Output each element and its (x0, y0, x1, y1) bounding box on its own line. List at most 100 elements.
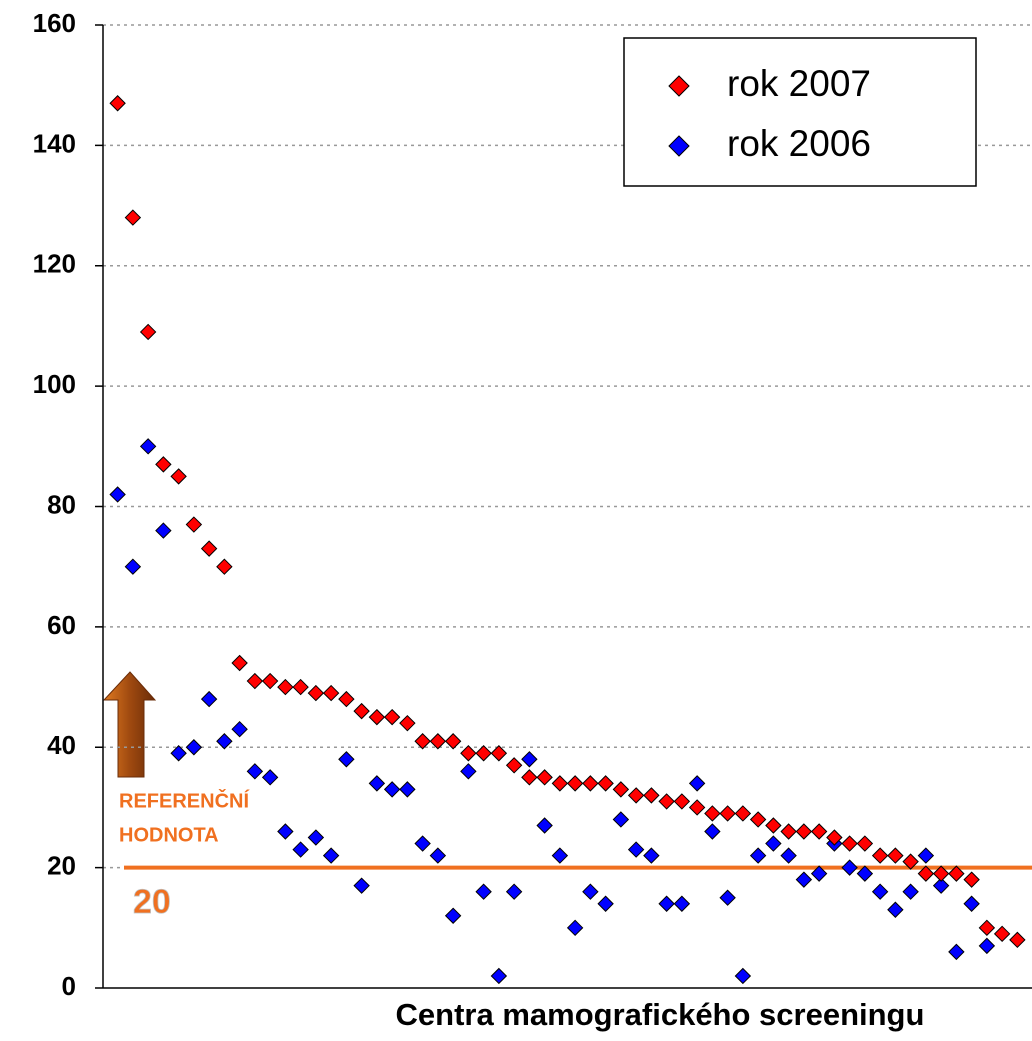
point (353, 702, 370, 720)
legend-label: rok 2006 (727, 123, 871, 164)
point (856, 835, 874, 852)
point (475, 883, 492, 900)
y-tick-label: 0 (62, 971, 76, 1001)
point (505, 883, 523, 900)
point (658, 895, 675, 912)
y-tick-label: 140 (33, 128, 76, 158)
point (612, 781, 630, 798)
point (719, 805, 736, 822)
point (963, 871, 980, 888)
point (399, 781, 416, 798)
point (643, 847, 660, 864)
point (170, 468, 187, 485)
reference-text: HODNOTA (119, 824, 219, 846)
point (551, 775, 569, 792)
point (414, 733, 431, 750)
point (353, 877, 370, 894)
point (200, 690, 218, 708)
point (1009, 931, 1026, 949)
point (444, 733, 462, 750)
point (597, 895, 614, 912)
x-axis-label: Centra mamografického screeningu (396, 997, 925, 1032)
legend-box (623, 37, 977, 187)
point (795, 823, 813, 840)
point (948, 865, 965, 882)
point (338, 690, 355, 708)
point (246, 763, 264, 780)
point (307, 829, 325, 846)
point (505, 757, 523, 774)
point (566, 775, 584, 792)
point (627, 787, 645, 804)
point (704, 823, 721, 840)
point (978, 937, 996, 955)
point (871, 847, 889, 864)
point (216, 733, 233, 750)
point (932, 877, 950, 894)
point (399, 714, 416, 732)
point (200, 540, 218, 557)
point (719, 889, 736, 906)
point (597, 775, 614, 792)
point (124, 209, 142, 226)
point (109, 95, 126, 112)
point (795, 871, 813, 888)
point (734, 805, 752, 822)
legend-label: rok 2007 (727, 63, 871, 104)
point (734, 967, 752, 985)
point (841, 835, 858, 852)
point (841, 859, 858, 876)
point (292, 841, 309, 858)
point (139, 438, 157, 455)
point (887, 901, 904, 918)
point (917, 847, 935, 864)
point (658, 793, 675, 810)
point (490, 967, 508, 985)
point (582, 883, 599, 900)
point (780, 847, 797, 864)
point (292, 678, 309, 696)
point (673, 895, 691, 912)
point (368, 708, 386, 726)
point (277, 823, 294, 840)
point (780, 823, 797, 840)
point (963, 895, 980, 912)
y-tick-label: 40 (47, 730, 76, 760)
point (429, 733, 447, 750)
point (322, 847, 340, 864)
point (521, 769, 538, 786)
point (261, 769, 279, 786)
point (246, 672, 264, 690)
point (139, 323, 157, 341)
point (429, 847, 447, 864)
point (749, 847, 767, 864)
point (536, 817, 553, 834)
y-tick-label: 120 (33, 249, 76, 279)
point (368, 775, 386, 792)
point (170, 745, 187, 762)
point (765, 835, 782, 852)
point (673, 793, 691, 810)
point (521, 751, 538, 768)
point (277, 678, 294, 696)
point (444, 907, 462, 924)
point (582, 775, 599, 792)
y-tick-label: 20 (47, 851, 76, 881)
point (765, 817, 782, 834)
point (810, 823, 828, 840)
point (627, 841, 645, 858)
point (810, 865, 828, 882)
y-tick-label: 160 (33, 8, 76, 38)
point (566, 919, 584, 937)
arrow (102, 671, 157, 778)
point (948, 943, 965, 961)
point (871, 883, 889, 900)
point (688, 775, 706, 792)
point (536, 769, 553, 786)
point (338, 751, 355, 768)
point (475, 745, 492, 762)
reference-value: 20 (133, 883, 171, 921)
point (383, 708, 401, 726)
point (704, 805, 721, 822)
